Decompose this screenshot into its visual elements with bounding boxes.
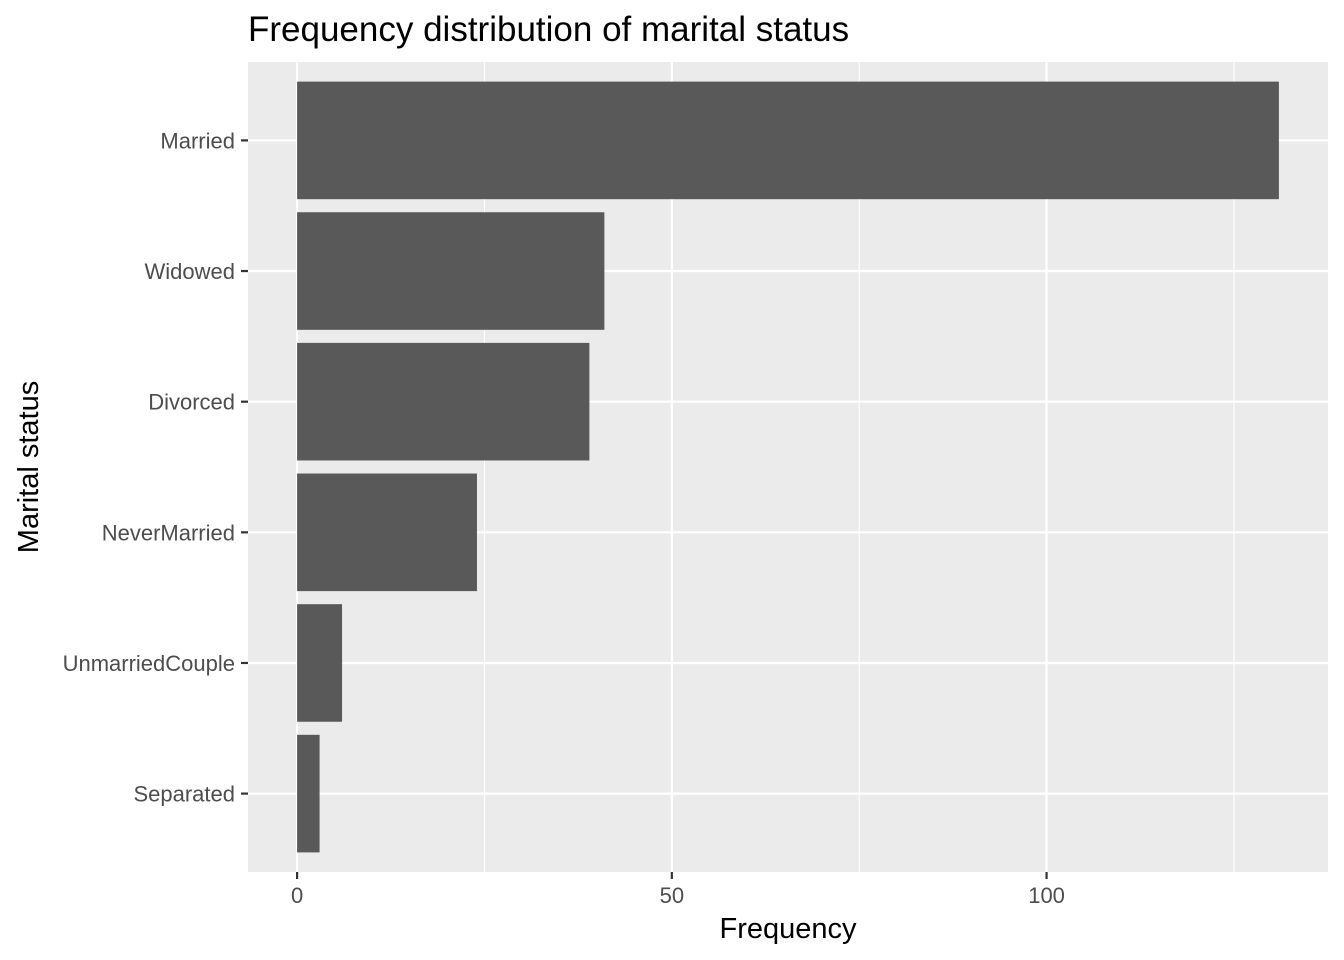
y-tick-label: Separated [133, 782, 235, 807]
x-axis-title: Frequency [719, 913, 857, 945]
y-axis: Married Widowed Divorced NeverMarried Unmarr… [63, 128, 248, 807]
bar-widowed [297, 212, 605, 330]
bar-nevermarried [297, 473, 477, 592]
y-tick-label: NeverMarried [102, 520, 235, 545]
x-tick-label: 100 [1028, 883, 1065, 908]
y-axis-title: Marital status [13, 381, 45, 553]
x-tick-label: 50 [660, 883, 684, 908]
bar-separated [297, 734, 320, 853]
y-tick-label: UnmarriedCouple [63, 651, 235, 676]
y-tick-label: Widowed [145, 259, 235, 284]
bar-divorced [297, 342, 590, 461]
y-tick-label: Divorced [148, 390, 235, 415]
bars [297, 81, 1279, 853]
chart-title: Frequency distribution of marital status [248, 10, 849, 49]
bar-married [297, 81, 1279, 200]
y-tick-label: Married [160, 128, 235, 153]
bar-unmarriedcouple [297, 604, 343, 722]
x-tick-label: 0 [291, 883, 303, 908]
x-axis: 0 50 100 [291, 872, 1065, 908]
